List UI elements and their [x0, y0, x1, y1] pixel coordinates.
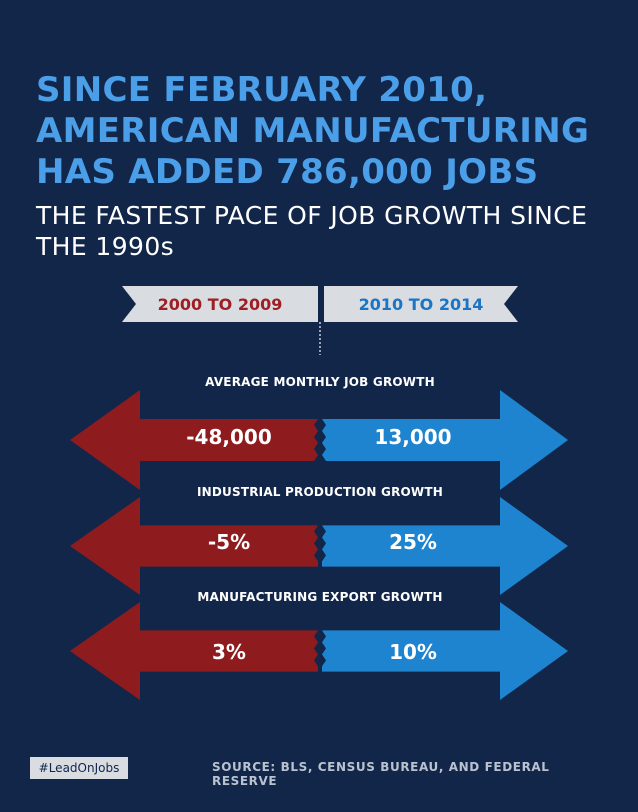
left-arrow-export-growth	[70, 602, 318, 700]
label-band-export-growth	[140, 580, 500, 614]
headline: SINCE FEBRUARY 2010, AMERICAN MANUFACTUR…	[36, 70, 590, 192]
source-note: SOURCE: BLS, CENSUS BUREAU, AND FEDERAL …	[212, 760, 550, 788]
right-arrow-industrial-production	[322, 497, 568, 595]
right-arrow-job-growth	[322, 390, 568, 490]
period-ribbon-right	[324, 286, 518, 322]
period-left-label: 2000 TO 2009	[157, 295, 283, 314]
metric-label-industrial-production: INDUSTRIAL PRODUCTION GROWTH	[196, 485, 444, 499]
metric-label-job-growth: AVERAGE MONTHLY JOB GROWTH	[205, 375, 435, 389]
metric-left-value-export-growth: 3%	[212, 640, 246, 664]
label-band-job-growth	[140, 368, 500, 402]
hashtag-badge: #LeadOnJobs	[30, 757, 128, 779]
right-arrow-export-growth	[322, 602, 568, 700]
left-arrow-industrial-production	[70, 497, 318, 595]
metric-right-value-industrial-production: 25%	[389, 530, 437, 554]
metric-left-value-industrial-production: -5%	[207, 530, 251, 554]
metric-right-value-export-growth: 10%	[389, 640, 437, 664]
period-right-label: 2010 TO 2014	[358, 295, 484, 314]
left-arrow-job-growth	[70, 390, 318, 490]
subheadline: THE FASTEST PACE OF JOB GROWTH SINCE THE…	[36, 201, 588, 261]
metric-left-value-job-growth: -48,000	[186, 425, 272, 449]
period-ribbon-left	[122, 286, 318, 322]
label-band-industrial-production	[140, 475, 500, 509]
metric-label-export-growth: MANUFACTURING EXPORT GROWTH	[197, 590, 443, 604]
metric-right-value-job-growth: 13,000	[374, 425, 452, 449]
